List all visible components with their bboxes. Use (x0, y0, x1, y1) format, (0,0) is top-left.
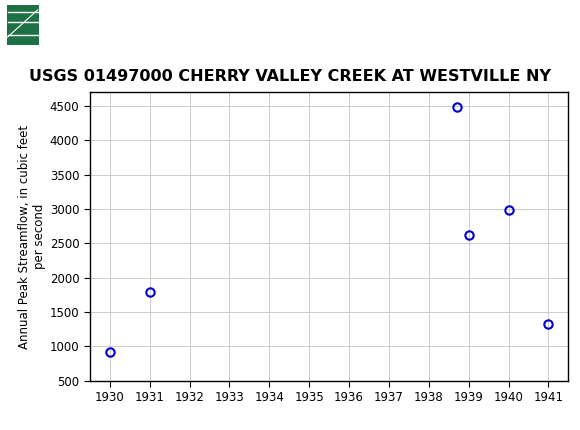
FancyBboxPatch shape (6, 4, 96, 46)
Text: USGS: USGS (44, 16, 99, 34)
FancyBboxPatch shape (7, 5, 39, 45)
Text: USGS 01497000 CHERRY VALLEY CREEK AT WESTVILLE NY: USGS 01497000 CHERRY VALLEY CREEK AT WES… (29, 69, 551, 84)
Y-axis label: Annual Peak Streamflow, in cubic feet
per second: Annual Peak Streamflow, in cubic feet pe… (18, 124, 46, 349)
